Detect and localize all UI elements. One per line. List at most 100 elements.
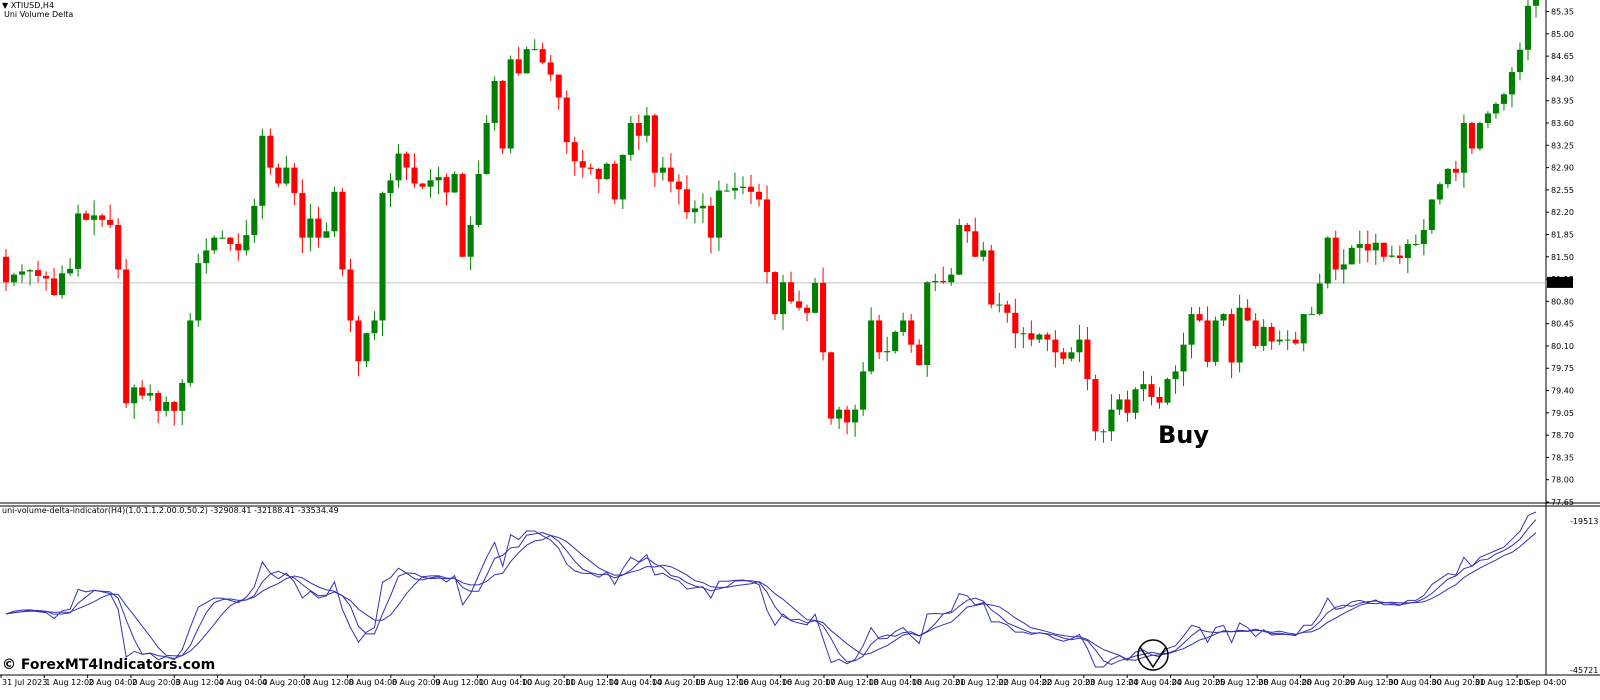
time-tick-label: 2 Aug 20:00 [132, 678, 181, 687]
candle-body [723, 190, 730, 192]
candle-body [163, 402, 170, 411]
candle-body [43, 275, 50, 279]
candle-body [876, 320, 883, 353]
time-tick-label: 24 Aug 04:00 [1128, 678, 1182, 687]
candle-body [427, 180, 434, 187]
candle-body [603, 163, 610, 180]
collapse-triangle-icon[interactable]: ▼ [2, 1, 9, 10]
candle-body [948, 274, 955, 283]
time-tick-label: 29 Aug 12:00 [1345, 678, 1399, 687]
candle-body [467, 224, 474, 257]
time-tick-label: 22 Aug 20:00 [1042, 678, 1096, 687]
time-tick-label: 4 Aug 04:00 [219, 678, 268, 687]
candle-body [1116, 399, 1123, 410]
candle-body [1028, 333, 1035, 340]
candle-body [1412, 244, 1419, 246]
signal-arrow-icon [1139, 646, 1167, 669]
candle-body [675, 181, 682, 190]
time-tick-label: 31 Jul 2023 [2, 678, 47, 687]
candle-body [924, 282, 931, 366]
candle-body [227, 237, 234, 245]
current-price-label: 81.09 [1549, 279, 1572, 288]
candle-body [18, 271, 26, 275]
candle-body [1036, 334, 1043, 340]
time-tick-label: 28 Aug 20:00 [1301, 678, 1355, 687]
candle-body [187, 320, 194, 383]
indicator-lines [5, 511, 1537, 668]
candle-body [499, 80, 506, 149]
time-tick-label: 8 Aug 04:00 [349, 678, 398, 687]
candle-body [1428, 199, 1435, 231]
candle-body [731, 187, 738, 191]
candle-body [1324, 237, 1331, 284]
candle-body [26, 270, 34, 272]
candle-body [1172, 371, 1179, 380]
candle-body [243, 235, 250, 251]
price-tick-label: 84.65 [1551, 52, 1574, 61]
candle-body [171, 402, 178, 411]
candle-body [2, 256, 10, 283]
candle-body [804, 307, 811, 313]
candle-body [1444, 168, 1451, 185]
price-tick-label: 79.40 [1551, 387, 1574, 396]
price-tick-label: 77.65 [1551, 498, 1574, 507]
candlestick-series [2, 0, 1540, 443]
symbol-title-text: XTIUSD,H4 [10, 1, 55, 10]
candle-body [779, 282, 787, 315]
candle-body [1164, 379, 1171, 403]
candle-body [1484, 113, 1491, 124]
candle-body [563, 97, 570, 143]
price-tick-label: 83.25 [1551, 141, 1574, 150]
candle-body [1092, 379, 1099, 432]
candle-body [1404, 244, 1411, 259]
candle-body [956, 224, 963, 275]
candle-body [1532, 0, 1540, 6]
candle-body [787, 282, 795, 302]
candle-body [1068, 352, 1075, 359]
candle-body [795, 301, 803, 308]
time-tick-label: 30 Aug 04:00 [1388, 678, 1442, 687]
time-tick-label: 22 Aug 04:00 [998, 678, 1052, 687]
candle-body [10, 274, 18, 283]
candle-body [299, 193, 306, 238]
candle-body [1252, 320, 1259, 346]
candle-body [67, 268, 74, 274]
candle-body [892, 331, 899, 352]
time-tick-label: 16 Aug 04:00 [738, 678, 792, 687]
time-tick-label: 4 Aug 20:00 [262, 678, 311, 687]
candle-body [763, 199, 771, 273]
candle-body [715, 190, 722, 238]
price-axis: 85.35 85.00 84.65 84.30 83.95 83.60 83.25 82.90… [1546, 8, 1574, 507]
candle-body [916, 344, 923, 366]
candle-body [699, 205, 706, 209]
time-tick-label: 1 Sep 04:00 [1518, 678, 1566, 687]
candle-body [1268, 326, 1275, 342]
indicator-name-top: Uni Volume Delta [4, 10, 74, 19]
candle-body [291, 167, 298, 194]
time-tick-label: 3 Aug 12:00 [175, 678, 224, 687]
candle-body [235, 244, 242, 251]
indicator-axis-bottom: -45721 [1570, 666, 1598, 675]
candle-body [972, 231, 979, 257]
candle-body [1452, 168, 1459, 173]
candle-body [459, 173, 466, 257]
candle-body [587, 167, 594, 169]
candle-body [884, 351, 891, 353]
price-tick-label: 84.30 [1551, 74, 1574, 83]
candle-body [747, 186, 755, 192]
price-tick-label: 81.50 [1551, 253, 1574, 262]
candle-body [379, 193, 386, 321]
candle-body [980, 250, 987, 257]
candle-body [99, 215, 106, 220]
candle-body [179, 382, 186, 411]
candle-body [155, 393, 162, 411]
indicator-axis-top: -19513 [1570, 517, 1598, 526]
candle-body [1380, 242, 1387, 257]
candle-body [531, 49, 538, 51]
candle-body [739, 186, 747, 188]
candle-body [579, 161, 586, 168]
candle-body [812, 282, 819, 313]
candle-body [1460, 123, 1467, 173]
